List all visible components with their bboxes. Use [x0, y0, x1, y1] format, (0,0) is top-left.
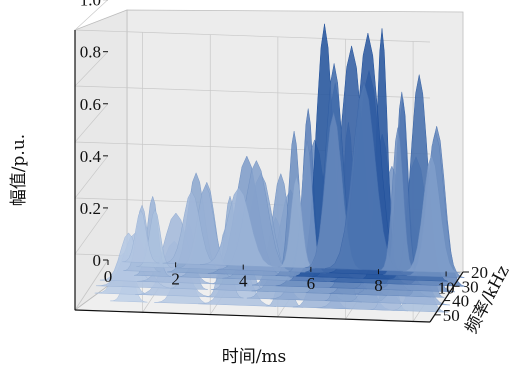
- x-tick-label: 0: [104, 267, 113, 286]
- x-axis-title: 时间/ms: [222, 347, 287, 367]
- x-tick-label: 6: [307, 274, 316, 293]
- x-tick-label: 2: [171, 269, 180, 288]
- peak: [402, 154, 461, 274]
- peak: [199, 187, 278, 268]
- x-tick-label: 10: [438, 278, 455, 297]
- y-tick-label: 0.4: [80, 147, 102, 166]
- x-tick-label: 4: [239, 272, 248, 291]
- depth-axis-line: [429, 271, 464, 323]
- y-tick-label: 0.8: [80, 43, 101, 62]
- x-tick-label: 8: [374, 276, 383, 295]
- depth-tick-label: 20: [471, 263, 488, 282]
- peak: [122, 209, 160, 264]
- depth-tick-label: 40: [452, 292, 469, 311]
- surface-series: [94, 23, 466, 313]
- depth-tick-label: 30: [462, 277, 479, 296]
- series-21khz: [122, 81, 461, 274]
- depth-tick-label: 50: [443, 306, 460, 325]
- y-axis-title: 幅值/p.u.: [9, 134, 29, 206]
- y-tick-label: 0: [93, 251, 102, 270]
- y-tick-label: 0.6: [80, 95, 101, 114]
- y-tick-label: 1.0: [80, 0, 101, 10]
- y-tick-label: 0.2: [80, 199, 101, 218]
- peak: [137, 212, 215, 285]
- axes: [74, 30, 464, 323]
- x-axis-line: [74, 309, 431, 323]
